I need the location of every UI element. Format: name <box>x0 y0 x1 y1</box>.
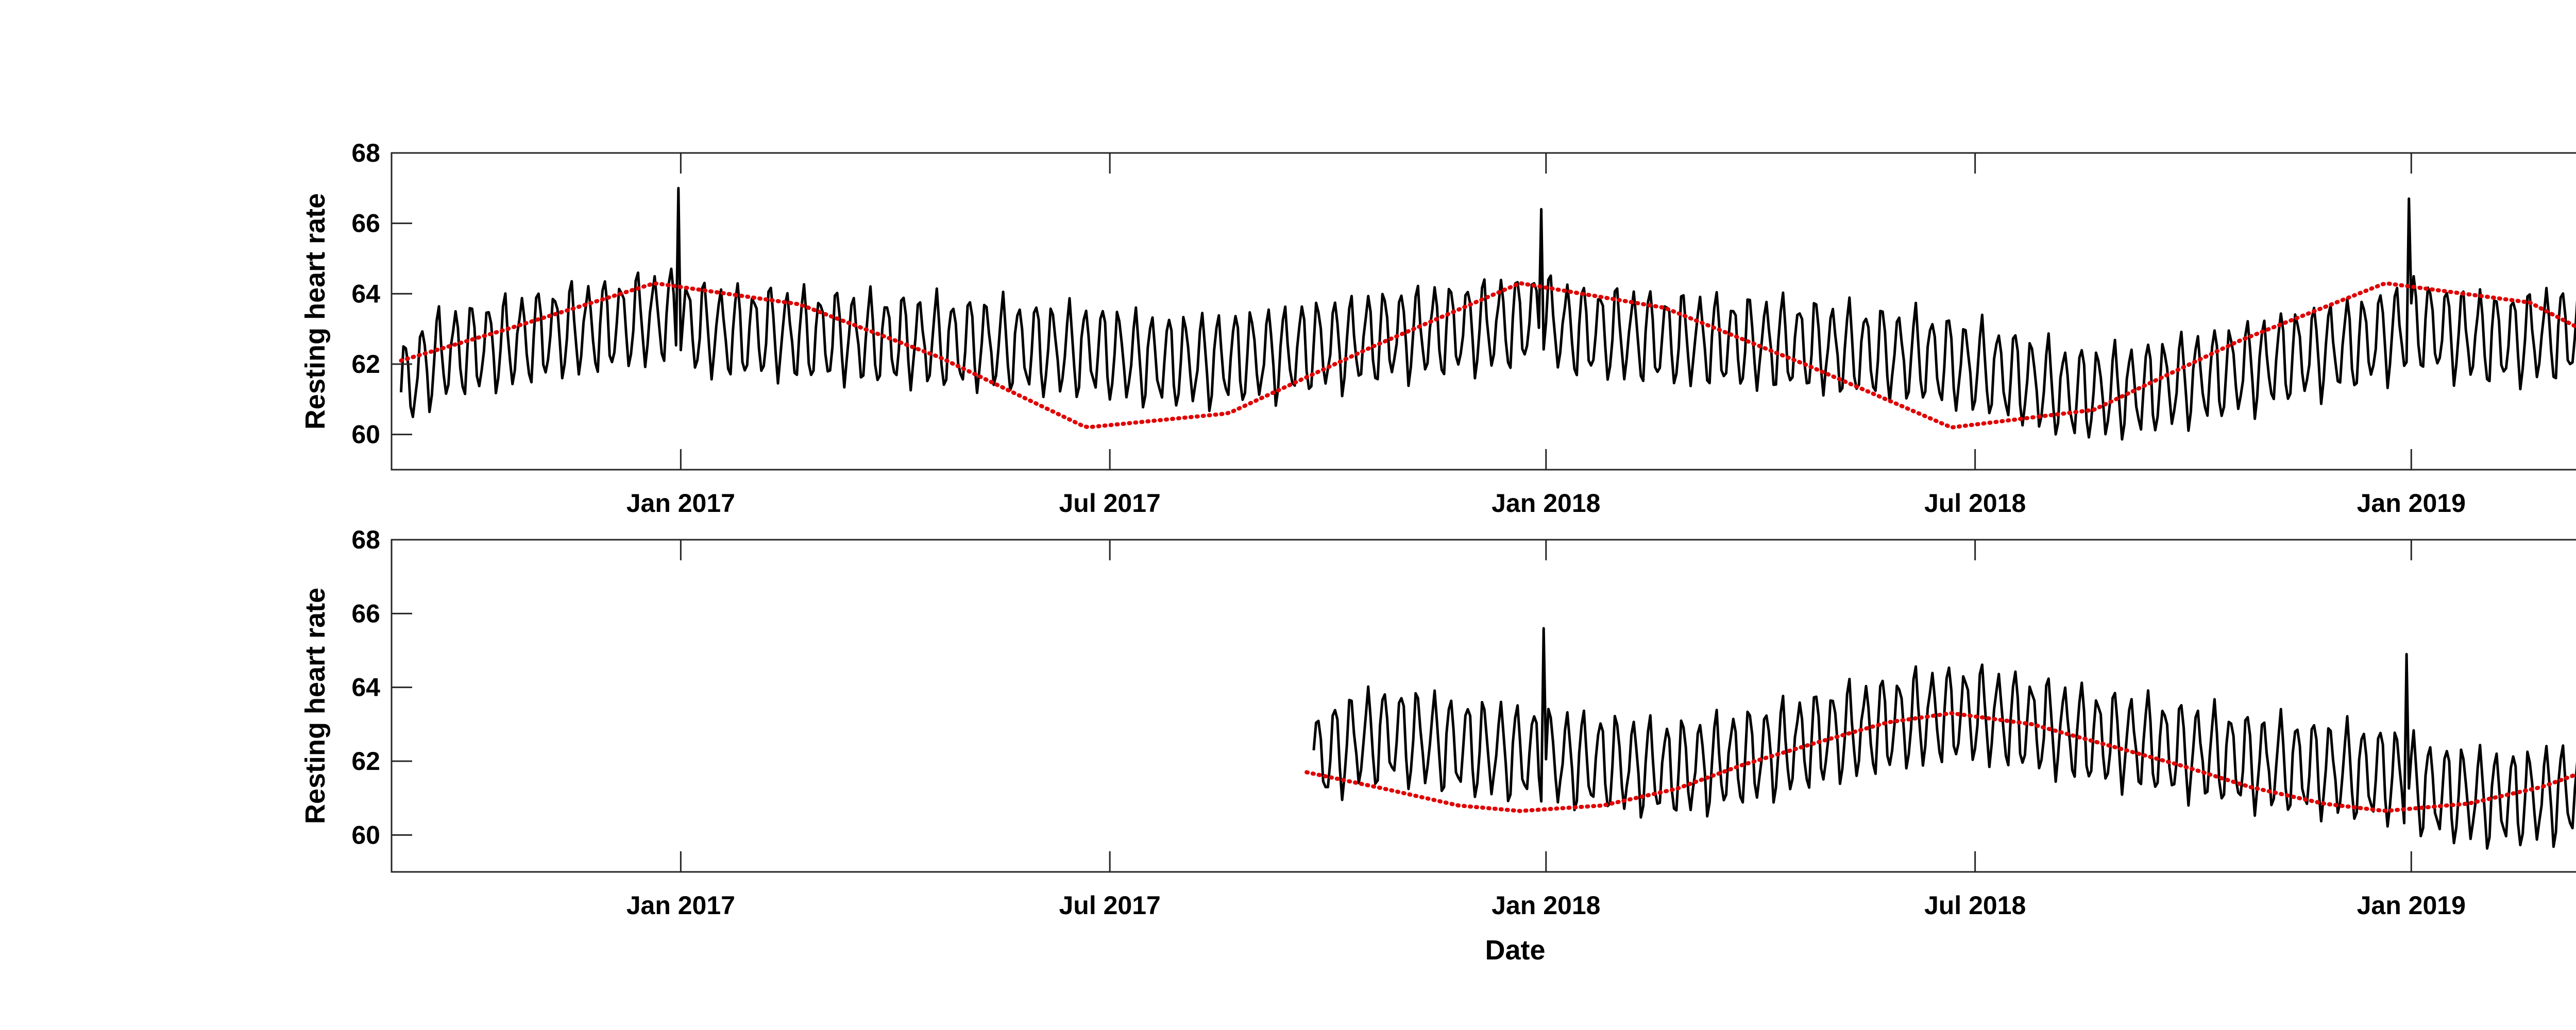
y-left-tick-label: 64 <box>351 673 380 702</box>
y-left-tick-label: 66 <box>351 209 380 238</box>
x-tick-label: Jan 2019 <box>2357 891 2466 920</box>
x-tick-label: Jan 2019 <box>2357 489 2466 518</box>
night-duration-series-2 <box>1304 711 2576 813</box>
x-tick-label: Jan 2018 <box>1492 489 1600 518</box>
x-axis-title: Date <box>1485 935 1545 966</box>
y-axis-left-title: Resting heart rate <box>300 588 331 824</box>
night-duration-series-1 <box>399 281 2576 430</box>
heart-rate-series-1 <box>399 186 2576 441</box>
plot-frame-2 <box>391 539 2576 873</box>
y-left-tick-label: 60 <box>351 420 380 449</box>
y-left-tick-label: 66 <box>351 599 380 628</box>
x-tick-label: Jan 2017 <box>626 891 735 920</box>
panel-1: Jan 2017 Jul 2017 Jan 2018 Jul 2018 Jan 2019… <box>300 139 2576 518</box>
x-tick-label: Jul 2017 <box>1059 489 1160 518</box>
y-left-tick-label: 60 <box>351 820 380 849</box>
y-left-tick-label: 68 <box>351 139 380 167</box>
x-tick-label: Jul 2017 <box>1059 891 1160 920</box>
y-left-tick-label: 64 <box>351 279 380 308</box>
y-left-tick-label: 68 <box>351 525 380 554</box>
x-tick-label: Jan 2017 <box>626 489 735 518</box>
x-tick-label: Jul 2018 <box>1924 891 2026 920</box>
y-axis-left-title: Resting heart rate <box>300 193 331 430</box>
y-left-tick-label: 62 <box>351 350 380 379</box>
x-tick-label: Jan 2018 <box>1492 891 1600 920</box>
plot-frame-1 <box>391 152 2576 471</box>
y-left-tick-label: 62 <box>351 747 380 776</box>
heart-rate-series-2 <box>1312 627 2576 850</box>
x-tick-label: Jul 2018 <box>1924 489 2026 518</box>
panel-2: Jan 2017 Jul 2017 Jan 2018 Jul 2018 Jan 2019… <box>300 525 2576 966</box>
